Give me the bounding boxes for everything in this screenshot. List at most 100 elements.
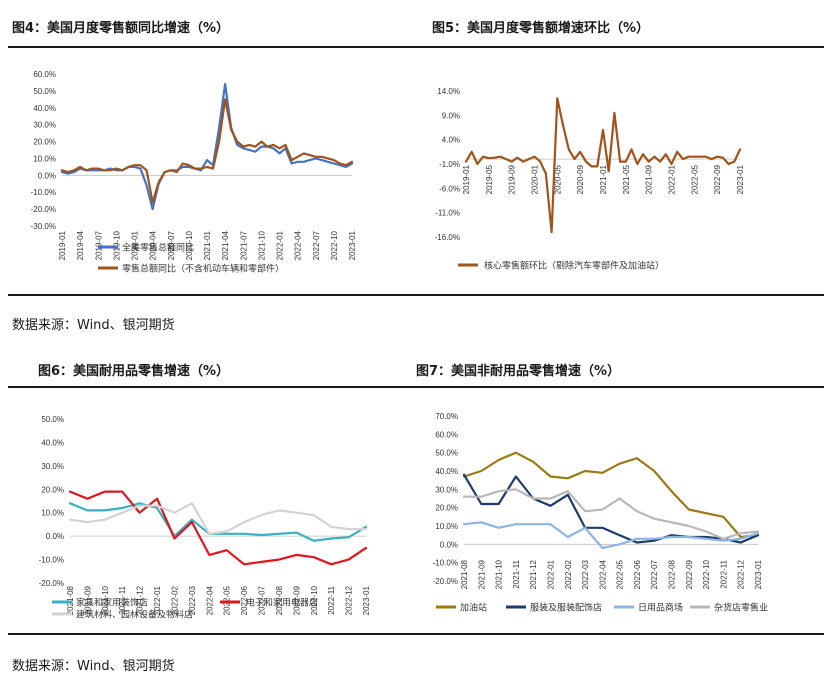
fig7-legend-label-1: 加油站 <box>460 602 487 613</box>
fig5-xtick-label: 2019-01 <box>462 164 471 194</box>
fig7-series-line-4 <box>462 488 760 540</box>
fig4-ytick-label: 20.0% <box>33 138 56 147</box>
fig6-xtick-label: 2021-09 <box>83 585 92 615</box>
fig7-xtick-label: 2022-09 <box>685 559 694 589</box>
fig7-xtick-label: 2023-01 <box>754 559 763 589</box>
fig6-legend-label-2: 电子和家用电器店 <box>246 597 318 608</box>
fig4-ytick-label: 60.0% <box>33 70 56 79</box>
fig4-xtick-label: 2022-01 <box>276 230 285 260</box>
fig5-ytick-label: -11.0% <box>435 209 460 218</box>
fig7-xtick-label: 2021-10 <box>495 559 504 589</box>
fig4-ytick-label: 40.0% <box>33 104 56 113</box>
fig5-xtick-label: 2022-09 <box>713 164 722 194</box>
fig4-series-line-2 <box>60 98 354 204</box>
fig7-legend-label-4: 杂货店零售业 <box>714 602 768 613</box>
fig4-legend-label-2: 零售总额同比（不含机动车辆和零部件） <box>122 263 284 274</box>
top-divider <box>8 46 824 48</box>
fig6-ytick-label: 50.0% <box>41 415 64 424</box>
fig4-series-line-1 <box>60 82 354 211</box>
fig7-xtick-label: 2021-11 <box>512 559 521 588</box>
fig4-ytick-label: 30.0% <box>33 121 56 130</box>
fig6-ytick-label: -20.0% <box>39 579 64 588</box>
fig6-legend-label-3: 建筑材料、园林设备及物料店 <box>76 609 193 620</box>
fig5-ytick-label: 14.0% <box>437 87 460 96</box>
fig5-legend-label-1: 核心零售额环比（剔除汽车零部件及加油站） <box>484 260 664 271</box>
fig4-ytick-label: 0.0% <box>38 171 56 180</box>
fig5-xtick-label: 2021-09 <box>645 164 654 194</box>
fig6-xtick-label: 2021-11 <box>118 585 127 614</box>
fig6-ytick-label: 40.0% <box>41 438 64 447</box>
fig5-xtick-label: 2019-05 <box>485 164 494 194</box>
fig5-chart: 14.0% 9.0% 4.0% -1.0% -6.0% -11.0% -16.0% 2019-… <box>435 87 745 271</box>
fig7-ytick-label: 0.0% <box>440 540 458 549</box>
fig7-series-line-3 <box>462 521 760 550</box>
fig7-xtick-label: 2022-12 <box>737 559 746 589</box>
fig4-xtick-label: 2023-01 <box>348 230 357 260</box>
fig6-legend-label-1: 家具和家用装饰店 <box>76 597 148 608</box>
fig6-ytick-label: 0.0% <box>46 532 64 541</box>
fig5-ytick-label: -6.0% <box>439 184 460 193</box>
fig7-xtick-label: 2022-08 <box>668 559 677 589</box>
fig7-ytick-label: -10.0% <box>433 559 458 568</box>
middle-divider-1 <box>8 294 824 296</box>
fig7-ytick-label: 40.0% <box>435 467 458 476</box>
fig5-xtick-label: 2020-05 <box>553 164 562 194</box>
fig6-xtick-label: 2022-10 <box>310 585 319 615</box>
fig7-xtick-label: 2022-02 <box>564 559 573 589</box>
source-note-2: 数据来源：Wind、银河期货 <box>12 659 175 674</box>
fig5-ytick-label: -16.0% <box>435 233 460 242</box>
fig5-xtick-label: 2021-01 <box>599 164 608 194</box>
fig5-ytick-label: 4.0% <box>442 136 460 145</box>
fig4-ytick-label: -10.0% <box>31 188 56 197</box>
fig4-xtick-label: 2021-01 <box>203 230 212 260</box>
fig7-xtick-label: 2022-10 <box>702 559 711 589</box>
fig4-xtick-label: 2022-07 <box>312 230 321 260</box>
fig6-xtick-label: 2022-06 <box>240 585 249 615</box>
fig7-ytick-label: 10.0% <box>435 522 458 531</box>
fig4-ytick-label: -20.0% <box>31 205 56 214</box>
fig6-xtick-label: 2022-03 <box>188 585 197 615</box>
fig6-xtick-label: 2022-02 <box>170 585 179 615</box>
source-note-1: 数据来源：Wind、银河期货 <box>12 318 175 333</box>
fig4-legend-label-1: 全美零售总额同比 <box>122 242 194 253</box>
fig6-xtick-label: 2021-10 <box>101 585 110 615</box>
fig7-legend-label-2: 服装及服装配饰店 <box>530 602 602 613</box>
fig7-xtick-label: 2022-01 <box>546 559 555 589</box>
fig6-xtick-label: 2022-08 <box>275 585 284 615</box>
fig7-xtick-label: 2021-08 <box>460 559 469 589</box>
fig7-ytick-label: 60.0% <box>435 430 458 439</box>
fig7-xtick-label: 2021-09 <box>477 559 486 589</box>
fig4-xtick-label: 2019-01 <box>58 230 67 260</box>
fig4-xtick-label: 2019-07 <box>94 230 103 260</box>
fig7-xtick-label: 2022-07 <box>650 559 659 589</box>
middle-divider-2 <box>8 386 824 388</box>
fig4-title: 图4：美国月度零售额同比增速（%） <box>12 21 230 36</box>
fig7-xtick-label: 2022-11 <box>719 559 728 588</box>
fig7-ytick-label: 50.0% <box>435 449 458 458</box>
fig6-ytick-label: -10.0% <box>39 556 64 565</box>
fig4-xtick-label: 2021-10 <box>257 230 266 260</box>
fig6-xtick-label: 2022-09 <box>292 585 301 615</box>
fig6-xtick-label: 2022-11 <box>327 585 336 614</box>
fig6-xtick-label: 2022-12 <box>345 585 354 615</box>
bottom-divider <box>8 633 824 635</box>
fig6-series-line-2 <box>68 490 368 566</box>
fig7-series-line-1 <box>462 451 760 539</box>
fig6-title: 图6：美国耐用品零售增速（%） <box>38 364 230 379</box>
fig6-xtick-label: 2021-12 <box>136 585 145 615</box>
fig4-xtick-label: 2021-07 <box>239 230 248 260</box>
fig7-xtick-label: 2022-03 <box>581 559 590 589</box>
fig7-xtick-label: 2022-05 <box>616 559 625 589</box>
fig7-legend-label-3: 日用品商场 <box>638 602 683 613</box>
fig6-xtick-label: 2023-01 <box>362 585 371 615</box>
fig4-xtick-label: 2020-04 <box>149 230 158 260</box>
fig4-ytick-label: 10.0% <box>33 154 56 163</box>
fig6-xtick-label: 2021-08 <box>66 585 75 615</box>
fig5-title: 图5：美国月度零售额增速环比（%） <box>432 21 650 36</box>
fig5-xtick-label: 2023-01 <box>736 164 745 194</box>
fig4-xtick-label: 2022-04 <box>294 230 303 260</box>
fig4-xtick-label: 2019-10 <box>112 230 121 260</box>
fig4-ytick-label: 50.0% <box>33 87 56 96</box>
fig7-ytick-label: 30.0% <box>435 485 458 494</box>
fig7-xtick-label: 2022-06 <box>633 559 642 589</box>
